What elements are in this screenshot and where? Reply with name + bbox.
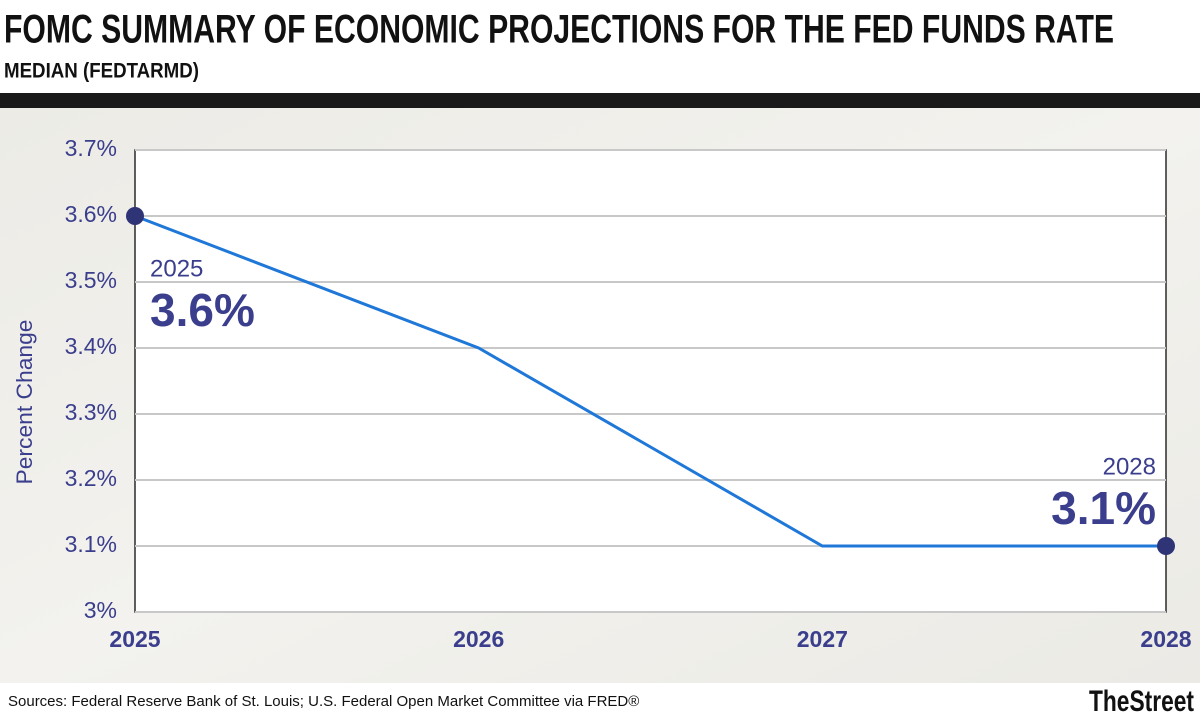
y-tick-label: 3.7% <box>65 135 117 161</box>
y-tick-label: 3.3% <box>65 399 117 425</box>
x-tick-label: 2028 <box>1140 626 1191 652</box>
x-tick-label: 2025 <box>109 626 160 652</box>
value-label: 3.6% <box>150 284 255 336</box>
x-tick-label: 2026 <box>453 626 504 652</box>
data-point <box>1157 537 1175 555</box>
source-note: Sources: Federal Reserve Bank of St. Lou… <box>8 693 639 710</box>
y-axis-label: Percent Change <box>12 320 37 485</box>
plot-area <box>134 149 1167 613</box>
y-tick-label: 3.5% <box>65 267 117 293</box>
data-point <box>126 207 144 225</box>
chart-subtitle: MEDIAN (FEDTARMD) <box>4 60 199 83</box>
x-tick-label: 2027 <box>797 626 848 652</box>
header-bar <box>0 93 1200 108</box>
y-tick-label: 3.4% <box>65 333 117 359</box>
value-label: 3.1% <box>1051 482 1156 534</box>
y-tick-label: 3.2% <box>65 465 117 491</box>
chart-title: FOMC SUMMARY OF ECONOMIC PROJECTIONS FOR… <box>4 8 1114 52</box>
brand-logo: TheStreet <box>1089 685 1194 718</box>
annotation-year: 2028 <box>1103 453 1156 480</box>
data-line <box>134 214 1166 548</box>
y-tick-label: 3.6% <box>65 201 117 227</box>
annotation-year: 2025 <box>150 255 203 282</box>
y-tick-label: 3% <box>84 597 117 623</box>
y-tick-label: 3.1% <box>65 531 117 557</box>
